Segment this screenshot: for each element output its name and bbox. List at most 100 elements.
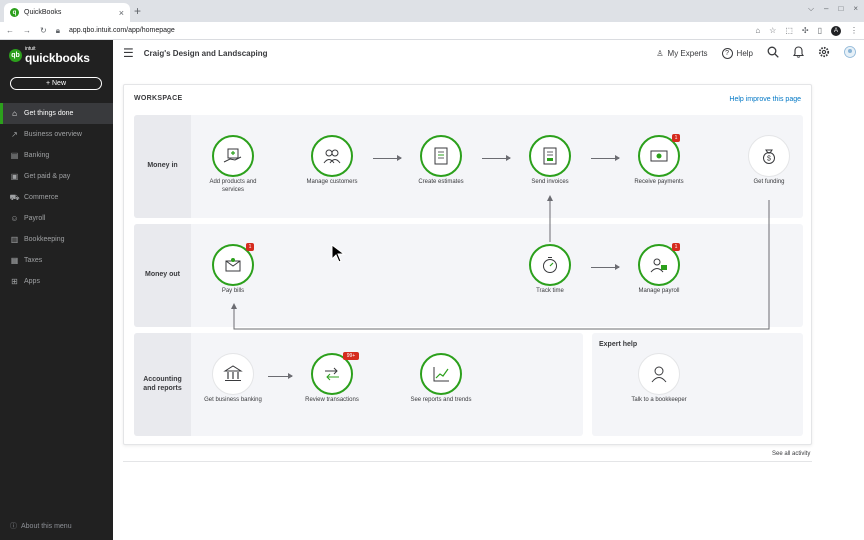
new-tab-button[interactable]: + [134,4,142,18]
transactions-badge: 99+ [343,352,359,360]
about-menu-link[interactable]: ⓘ About this menu [10,521,72,531]
browser-tabbar: q QuickBooks × + ⌵ – □ × [0,0,864,22]
node-see-reports[interactable]: See reports and trends [406,353,476,405]
help-improve-link[interactable]: Help improve this page [729,96,801,103]
browser-menu-icon[interactable]: ⋮ [850,26,858,35]
browser-tab[interactable]: q QuickBooks × [4,3,130,22]
node-label: Get funding [753,179,785,185]
quickbooks-logo[interactable]: qb intuit quickbooks [9,47,90,64]
sidebar-nav: ⌂ Get things done ↗ Business overview ▤ Ban… [0,103,113,292]
reload-icon[interactable]: ↻ [40,26,47,35]
new-button[interactable]: + New [10,77,102,90]
info-icon: ⓘ [10,523,17,530]
node-label: Review transactions [305,397,359,403]
sidebar-item-label: Get things done [24,110,74,117]
node-label: Pay bills [221,288,245,294]
arrow-time-to-payroll [591,264,620,270]
puzzle-icon[interactable]: ✣ [801,26,809,35]
tab-search-icon[interactable]: ⌵ [807,4,815,13]
help-button[interactable]: ? Help [721,47,753,59]
arrow-invoices-to-payments [591,155,620,161]
arrow-banking-to-transactions [268,373,293,379]
sidebar-item-label: Payroll [24,215,46,222]
sidepanel-icon[interactable]: ▯ [817,26,822,35]
help-label: Help [736,48,753,58]
sidebar-item-label: Business overview [24,131,82,138]
window-controls: ⌵ – □ × [808,4,858,14]
apps-icon: ⊞ [11,277,18,286]
node-review-transactions[interactable]: 99+ Review transactions [297,352,367,405]
sidebar-item-apps[interactable]: ⊞ Apps [0,271,113,292]
tab-close-icon[interactable]: × [118,7,124,18]
maximize-icon[interactable]: □ [838,4,844,13]
sidebar-item-get-paid-pay[interactable]: ▣ Get paid & pay [0,166,113,187]
node-receive-payments[interactable]: 1 Receive payments [624,134,694,187]
bookkeeper-icon [638,353,680,395]
extension-icon[interactable]: ⬚ [785,26,793,35]
top-header: ☰ Craig's Design and Landscaping ♙ My Exp… [113,40,864,66]
close-window-icon[interactable]: × [853,4,858,13]
lock-icon[interactable]: 🔒︎ [55,25,60,35]
node-get-banking[interactable]: Get business banking [198,353,268,405]
mouse-cursor-icon [331,244,346,263]
bank-icon: ▤ [10,151,19,160]
company-name: Craig's Design and Landscaping [143,48,268,58]
node-create-estimates[interactable]: Create estimates [406,135,476,187]
notifications-bell-icon[interactable] [792,46,805,60]
url-field[interactable]: app.qbo.intuit.com/app/homepage [68,27,175,34]
settings-gear-icon[interactable] [818,46,830,60]
money-out-label: Money out [134,224,191,327]
cart-icon: ⛟ [9,192,20,202]
search-icon[interactable] [767,46,779,60]
address-bar: ← → ↻ 🔒︎ app.qbo.intuit.com/app/homepage… [0,22,864,40]
sidebar-item-banking[interactable]: ▤ Banking [0,145,113,166]
chart-icon: ↗ [11,130,18,139]
node-track-time[interactable]: Track time [515,244,585,296]
sidebar-item-label: Taxes [24,257,43,264]
node-manage-customers[interactable]: Manage customers [297,135,367,187]
pay-bills-badge: 1 [246,243,254,251]
node-label: Add products and services [209,179,257,193]
accounting-lane: Accounting and reports [134,333,583,436]
logo-brand-text: quickbooks [25,51,90,65]
sidebar-item-payroll[interactable]: ☺ Payroll [0,208,113,229]
sidebar-item-label: Bookkeeping [24,236,65,243]
quickbooks-favicon-icon: q [10,8,19,17]
node-label: See reports and trends [410,397,472,403]
tax-icon: ▦ [10,256,19,265]
estimates-icon [420,135,462,177]
stopwatch-icon [529,244,571,286]
minimize-icon[interactable]: – [824,4,829,13]
node-send-invoices[interactable]: Send invoices [515,135,585,187]
accounting-label: Accounting and reports [134,333,191,436]
sidebar-item-label: Commerce [24,194,59,201]
sidebar-item-get-things-done[interactable]: ⌂ Get things done [0,103,113,124]
account-avatar-icon[interactable] [844,46,856,60]
payroll-icon: 1 [638,243,680,286]
bookmark-star-icon[interactable]: ☆ [769,26,777,35]
back-icon[interactable]: ← [6,26,14,35]
hamburger-menu-icon[interactable]: ☰ [123,46,134,60]
payroll-badge: 1 [672,243,680,251]
add-products-icon [212,135,254,177]
sidebar-item-business-overview[interactable]: ↗ Business overview [0,124,113,145]
sidebar-item-bookkeeping[interactable]: ▥ Bookkeeping [0,229,113,250]
sidebar-item-commerce[interactable]: ⛟ Commerce [0,187,113,208]
my-experts-button[interactable]: ♙ My Experts [656,49,707,58]
profile-avatar[interactable]: A [831,25,841,36]
node-label: Get business banking [204,397,262,403]
see-all-activity-link[interactable]: See all activity [772,451,811,457]
node-label: Talk to a bookkeeper [631,397,687,403]
install-icon[interactable]: ⌂ [755,26,761,35]
node-get-funding[interactable]: $ Get funding [734,135,804,187]
node-pay-bills[interactable]: 1 Pay bills [198,243,268,296]
node-talk-bookkeeper[interactable]: Talk to a bookkeeper [624,353,694,405]
home-icon: ⌂ [12,109,17,118]
sidebar-item-taxes[interactable]: ▦ Taxes [0,250,113,271]
node-manage-payroll[interactable]: 1 Manage payroll [624,243,694,296]
workspace-title: WORKSPACE [134,95,183,102]
logo-intuit-text: intuit [25,46,36,52]
forward-icon[interactable]: → [23,26,31,35]
money-icon: ▣ [10,172,19,181]
node-add-products[interactable]: Add products and services [198,135,268,194]
